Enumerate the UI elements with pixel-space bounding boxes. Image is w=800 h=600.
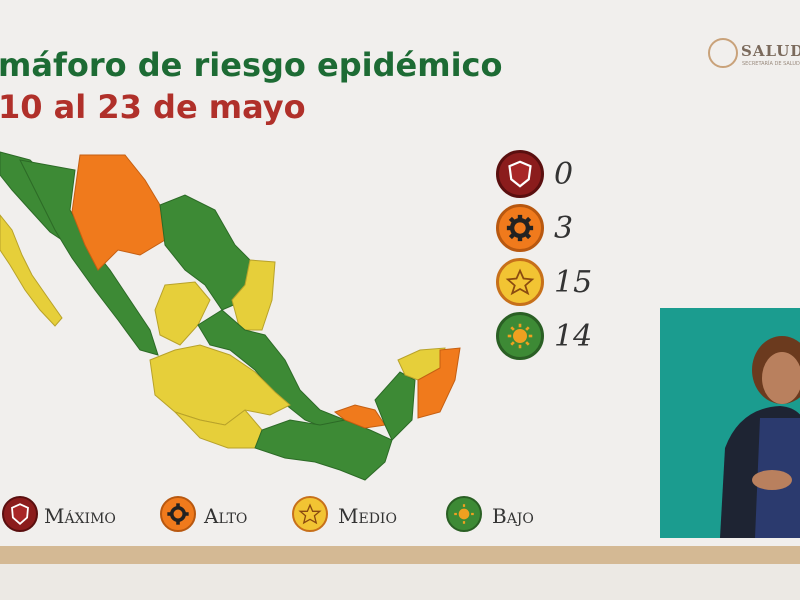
count-value: 0 [554,157,574,192]
count-value: 14 [554,319,593,354]
star-icon [496,258,544,306]
star-icon [292,496,328,532]
sign-language-interpreter [660,308,800,538]
mexico-risk-map [0,151,461,481]
title-line-2: 10 al 23 de mayo [0,88,306,126]
logo-text: SALUD [741,42,800,60]
sun-icon [496,312,544,360]
bottom-bar [0,546,800,564]
legend-bajo: Bajo [444,494,564,534]
interpreter-figure [720,336,800,538]
shield-icon [496,150,544,198]
sun-icon [446,496,482,532]
gear-icon [496,204,544,252]
legend-label: Alto [204,504,248,528]
state-baja-california-sur [0,214,63,327]
state-tamaulipas [231,259,276,331]
count-value: 15 [554,265,593,300]
title-line-1: máforo de riesgo epidémico [0,46,503,84]
seal-icon [708,38,738,68]
legend-label: Máximo [44,504,116,528]
gear-icon [160,496,196,532]
legend-label: Medio [338,504,397,528]
state-chihuahua [71,154,166,271]
state-durango [154,281,211,346]
legend-alto: Alto [158,494,278,534]
legend-label: Bajo [492,504,534,528]
legend-maximo: Máximo [0,494,150,534]
bottom-strip [0,564,800,600]
state-quintana-roo [417,347,461,419]
count-value: 3 [554,211,574,246]
state-campeche [374,371,416,441]
legend-medio: Medio [290,494,430,534]
state-oaxaca-chiapas [254,419,393,481]
logo-subtext: SECRETARÍA DE SALUD [742,61,800,67]
salud-logo: SALUD SECRETARÍA DE SALUD [708,38,800,72]
shield-icon [2,496,38,532]
